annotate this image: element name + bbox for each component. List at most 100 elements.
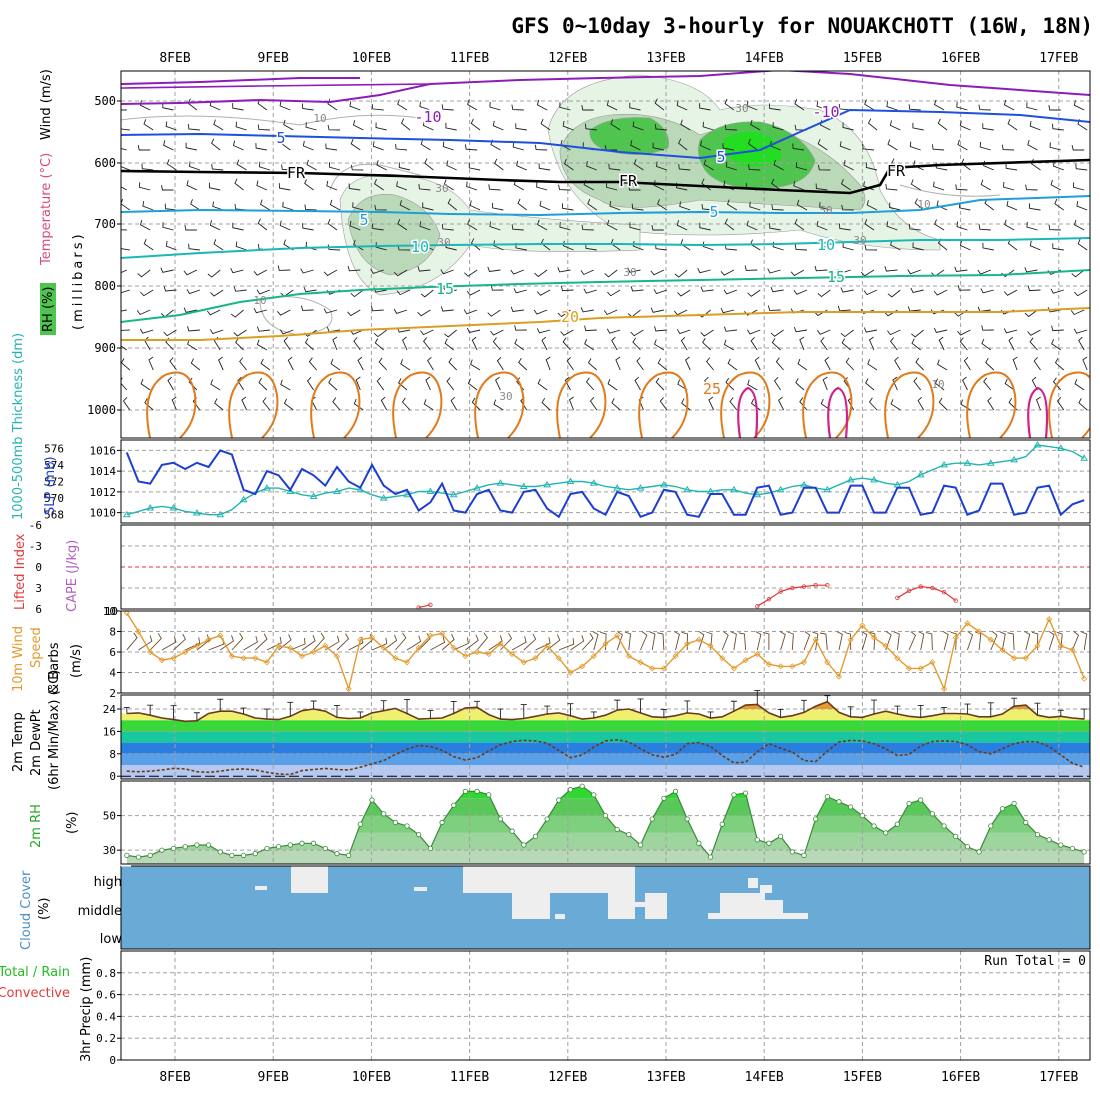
wind-barb: [537, 378, 548, 391]
wind10-barb: [861, 631, 868, 651]
contour-label: 10: [411, 238, 429, 256]
thickness-point: [543, 480, 552, 488]
wind-barb: [283, 398, 294, 411]
wind-barb: [840, 287, 854, 293]
wind-barb: [256, 180, 268, 191]
wind-barb: [417, 309, 431, 317]
rh2m-point: [509, 828, 515, 834]
wind-barb: [304, 204, 317, 211]
rh2m-point: [953, 833, 959, 839]
rh-label: 30: [435, 182, 448, 195]
wind-barb: [540, 118, 551, 131]
wind-barb: [603, 309, 618, 316]
wind-barb: [534, 144, 548, 151]
li-point: [778, 589, 783, 594]
date-label-bottom: 16FEB: [941, 1070, 980, 1085]
wind-barb: [957, 285, 971, 291]
wind-barb: [884, 266, 898, 272]
wind-barb: [771, 178, 781, 191]
wind-barb: [650, 307, 664, 313]
wind-barb: [327, 99, 338, 111]
cape-tick-label: 10: [105, 605, 118, 618]
wind-barb: [677, 379, 688, 391]
wind-barb: [701, 204, 714, 211]
wind-barb: [121, 229, 127, 231]
wind-barb: [213, 239, 224, 251]
wind-barb: [489, 221, 501, 231]
wind10-point: [497, 640, 504, 647]
wind-barb: [350, 139, 361, 151]
wind10-point: [193, 642, 200, 649]
wind-barb: [374, 338, 384, 351]
wind-barb: [956, 221, 968, 231]
wind-barb: [467, 378, 478, 391]
li-point: [790, 585, 795, 591]
wind-barb: [657, 358, 668, 371]
wind-barb: [699, 222, 711, 231]
upper-ylabel-wind: Wind (m/s): [39, 69, 54, 140]
wind-barb: [214, 398, 224, 411]
wind-barb: [490, 329, 504, 336]
wind-barb: [1073, 100, 1085, 111]
wind10-point: [450, 644, 457, 651]
t2m-minmax-bar: [1034, 702, 1041, 716]
temp-tick-label: 0: [109, 770, 116, 783]
wind-barb: [538, 163, 551, 171]
rh2m-point: [381, 811, 387, 817]
wind-barb: [820, 239, 831, 251]
thickness-point: [426, 487, 435, 494]
contour-label: 15: [827, 268, 845, 286]
li-ylabel-li: Lifted Index: [13, 533, 28, 610]
wind-barb: [490, 285, 504, 291]
wind-barb: [630, 140, 641, 151]
wind-barb: [911, 338, 921, 351]
wind-barb: [536, 181, 548, 191]
wind-barb: [584, 339, 595, 351]
wind-barb: [650, 269, 665, 276]
wind-barb: [629, 222, 641, 231]
wind-barb: [562, 121, 574, 131]
cloud-cell: [783, 913, 808, 919]
contour-label: 20: [561, 308, 579, 326]
wind-barb: [981, 325, 994, 331]
rh2m-point: [696, 840, 702, 846]
wind-barb: [139, 328, 154, 334]
rh2m-point: [497, 816, 504, 822]
wind-barb: [258, 161, 271, 171]
wind-barb: [677, 289, 691, 297]
temp2m-panel: 24 16 8 0: [103, 690, 1091, 783]
wind-barb: [819, 202, 831, 211]
wind-barb: [281, 164, 294, 171]
t2m-minmax-bar: [287, 701, 294, 717]
wind10-barb: [763, 631, 770, 650]
wind-barb: [445, 122, 457, 131]
wind-barb: [1003, 99, 1015, 111]
temp-tick-label: 24: [103, 703, 117, 716]
temp-tick-label: 16: [103, 725, 116, 738]
wind-barb: [352, 202, 364, 211]
wind-barb: [840, 179, 851, 191]
wind-barb: [209, 182, 221, 191]
wind10-barb: [803, 631, 811, 651]
wind-barb: [699, 103, 711, 111]
t2m-minmax-bar: [544, 705, 551, 715]
panel-frame: [120, 865, 1091, 950]
wind10-point: [742, 657, 749, 664]
rh2m-point: [883, 830, 889, 836]
thickness-point: [193, 509, 201, 516]
wind-barb: [1028, 203, 1041, 211]
wind-barb: [720, 308, 735, 314]
wind-barb: [355, 376, 361, 391]
wind-barb: [607, 379, 618, 391]
wind-barb: [962, 376, 968, 391]
t2m-minmax-bar: [404, 699, 411, 714]
wind10-point: [1011, 655, 1018, 662]
wind-barb: [865, 162, 878, 171]
wind10-point: [182, 648, 189, 656]
li-line: [756, 584, 828, 607]
wind-barb: [580, 269, 594, 276]
wind-barb: [1050, 288, 1064, 294]
wind10-barb: [219, 635, 235, 651]
wind-barb: [143, 238, 154, 251]
wind-barb: [448, 357, 458, 371]
